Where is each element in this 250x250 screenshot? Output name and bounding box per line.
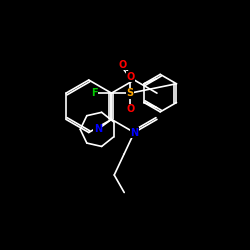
Text: O: O [126,104,134,115]
Text: N: N [130,128,138,138]
Text: F: F [91,88,97,98]
Text: N: N [94,124,102,134]
Text: O: O [126,72,134,82]
Text: O: O [119,60,127,70]
Text: S: S [127,88,134,98]
